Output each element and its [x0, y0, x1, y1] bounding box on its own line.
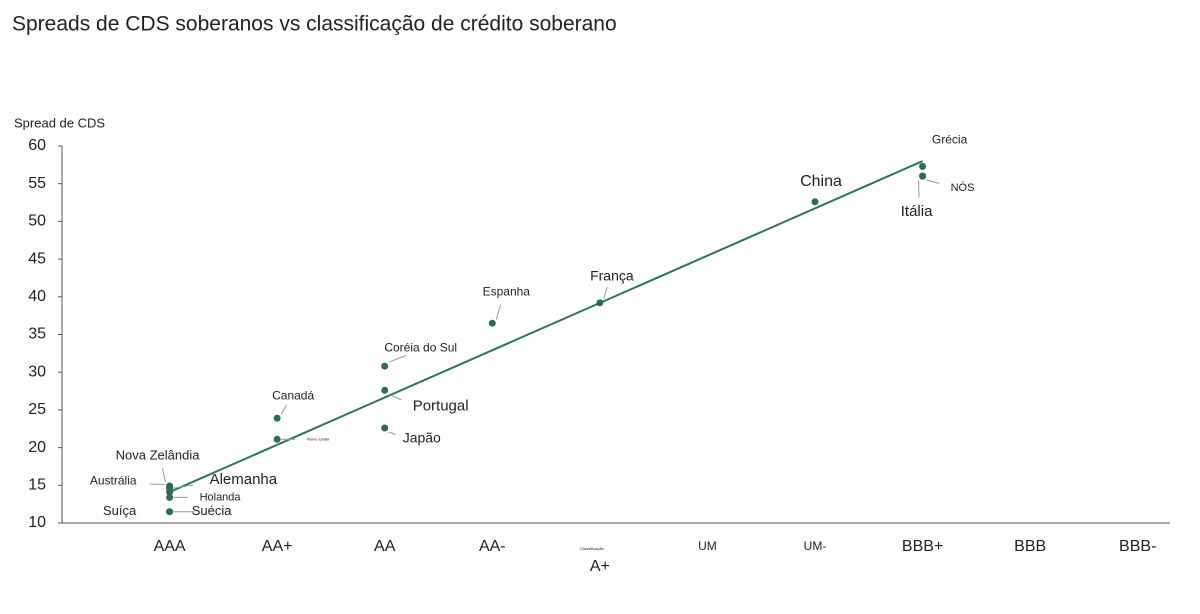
point [381, 424, 388, 431]
point-label: China [800, 173, 842, 190]
y-tick-label: 60 [28, 137, 46, 154]
point [812, 198, 819, 205]
trend-line [170, 161, 923, 492]
point-label: Alemanha [210, 471, 278, 488]
y-tick-label: 15 [28, 477, 46, 494]
x-tick-label: BBB [1014, 538, 1046, 555]
point-label: Portugal [413, 397, 469, 414]
point [381, 387, 388, 394]
point-label: Grécia [932, 133, 968, 147]
leader-line [389, 394, 402, 400]
y-tick-label: 30 [28, 363, 46, 380]
point [489, 320, 496, 327]
y-tick-label: 50 [28, 213, 46, 230]
x-tick-label: BBB+ [902, 538, 943, 555]
x-tick-label: AAA [154, 538, 186, 555]
leader-line [496, 305, 500, 320]
point-label: Nova Zelândia [116, 447, 201, 462]
x-tick-label: A+ [590, 558, 610, 575]
y-tick-label: 40 [28, 288, 46, 305]
leader-line [281, 405, 287, 414]
x-tick-label: UM [698, 539, 717, 553]
x-tick-label: BBB- [1119, 538, 1156, 555]
x-tick-label: UM- [804, 539, 827, 553]
point [381, 363, 388, 370]
point [274, 436, 281, 443]
point-label: Austrália [90, 473, 137, 487]
point [919, 163, 926, 170]
point-label: NÓS [951, 181, 975, 194]
leader-line [162, 468, 165, 482]
leader-line [389, 355, 407, 362]
x-axis-label: Classificação [580, 546, 604, 551]
point-label: Reino Unido [307, 436, 330, 441]
point-label: Espanha [483, 284, 531, 298]
point [274, 415, 281, 422]
point-label: França [590, 268, 634, 284]
point [919, 173, 926, 180]
y-tick-label: 35 [28, 326, 46, 343]
y-tick-label: 45 [28, 250, 46, 267]
leader-line [389, 432, 396, 435]
point [166, 508, 173, 515]
x-tick-label: AA+ [262, 538, 293, 555]
point [596, 299, 603, 306]
leader-line [927, 180, 940, 183]
chart-title: Spreads de CDS soberanos vs classificaçã… [12, 13, 617, 36]
y-tick-label: 55 [28, 175, 46, 192]
x-tick-label: AA [374, 538, 396, 555]
point [166, 483, 173, 490]
point-label: Itália [901, 203, 933, 220]
y-axis-label: Spread de CDS [14, 115, 105, 130]
x-tick-label: AA- [479, 538, 506, 555]
point-label: Holanda [200, 491, 242, 503]
y-tick-label: 20 [28, 439, 46, 456]
leader-line [604, 287, 607, 299]
point-label: Suécia [192, 503, 233, 518]
y-tick-label: 25 [28, 401, 46, 418]
point-label: Canadá [272, 388, 314, 402]
point-label: Japão [403, 430, 441, 446]
y-tick-label: 10 [28, 514, 46, 531]
point-label: Suíça [103, 503, 137, 518]
point-label: Coréia do Sul [384, 340, 457, 354]
